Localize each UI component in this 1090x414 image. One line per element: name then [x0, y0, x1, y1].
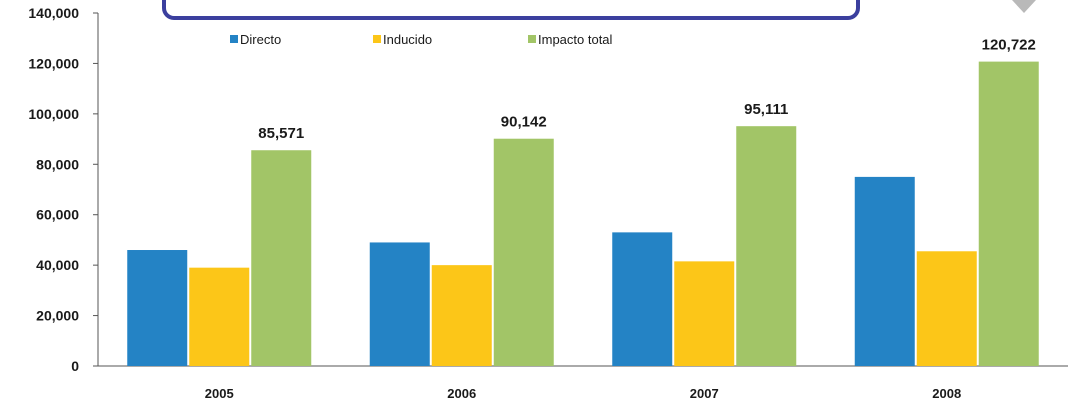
x-tick-label: 2008 — [932, 386, 961, 401]
title-box — [162, 0, 860, 20]
data-label-impacto-total-2006: 90,142 — [501, 114, 547, 131]
y-tick-label: 40,000 — [36, 257, 79, 273]
x-tick-label: 2007 — [690, 386, 719, 401]
bar-impacto-total-2007 — [736, 126, 797, 366]
bar-directo-2007 — [612, 232, 673, 366]
y-tick-label: 60,000 — [36, 207, 79, 223]
legend: Directo Inducido Impacto total — [230, 32, 613, 47]
y-tick-label: 100,000 — [28, 106, 79, 122]
y-tick-label: 0 — [71, 358, 79, 374]
bar-directo-2006 — [369, 242, 430, 366]
y-tick-label: 120,000 — [28, 55, 79, 71]
bar-impacto-total-2008 — [978, 61, 1039, 367]
x-tick-label: 2006 — [447, 386, 476, 401]
bar-inducido-2007 — [674, 261, 735, 366]
x-tick-label: 2005 — [205, 386, 234, 401]
bar-inducido-2008 — [916, 251, 977, 366]
arrow-icon — [1012, 0, 1036, 13]
legend-swatch-directo — [230, 35, 238, 43]
legend-swatch-impacto-total — [528, 35, 536, 43]
bar-impacto-total-2005 — [251, 150, 312, 366]
y-tick-label: 140,000 — [28, 5, 79, 21]
y-tick-label: 20,000 — [36, 308, 79, 324]
bar-inducido-2006 — [431, 265, 492, 366]
data-label-impacto-total-2007: 95,111 — [744, 101, 788, 118]
y-tick-label: 80,000 — [36, 156, 79, 172]
legend-swatch-inducido — [373, 35, 381, 43]
bar-inducido-2005 — [189, 267, 250, 366]
bar-directo-2008 — [854, 176, 915, 366]
bar-impacto-total-2006 — [493, 138, 554, 366]
data-label-impacto-total-2008: 120,722 — [982, 37, 1036, 54]
legend-label-inducido: Inducido — [383, 32, 432, 47]
data-label-impacto-total-2005: 85,571 — [258, 125, 304, 142]
legend-label-directo: Directo — [240, 32, 281, 47]
legend-label-impacto-total: Impacto total — [538, 32, 613, 47]
bar-directo-2005 — [127, 250, 188, 366]
